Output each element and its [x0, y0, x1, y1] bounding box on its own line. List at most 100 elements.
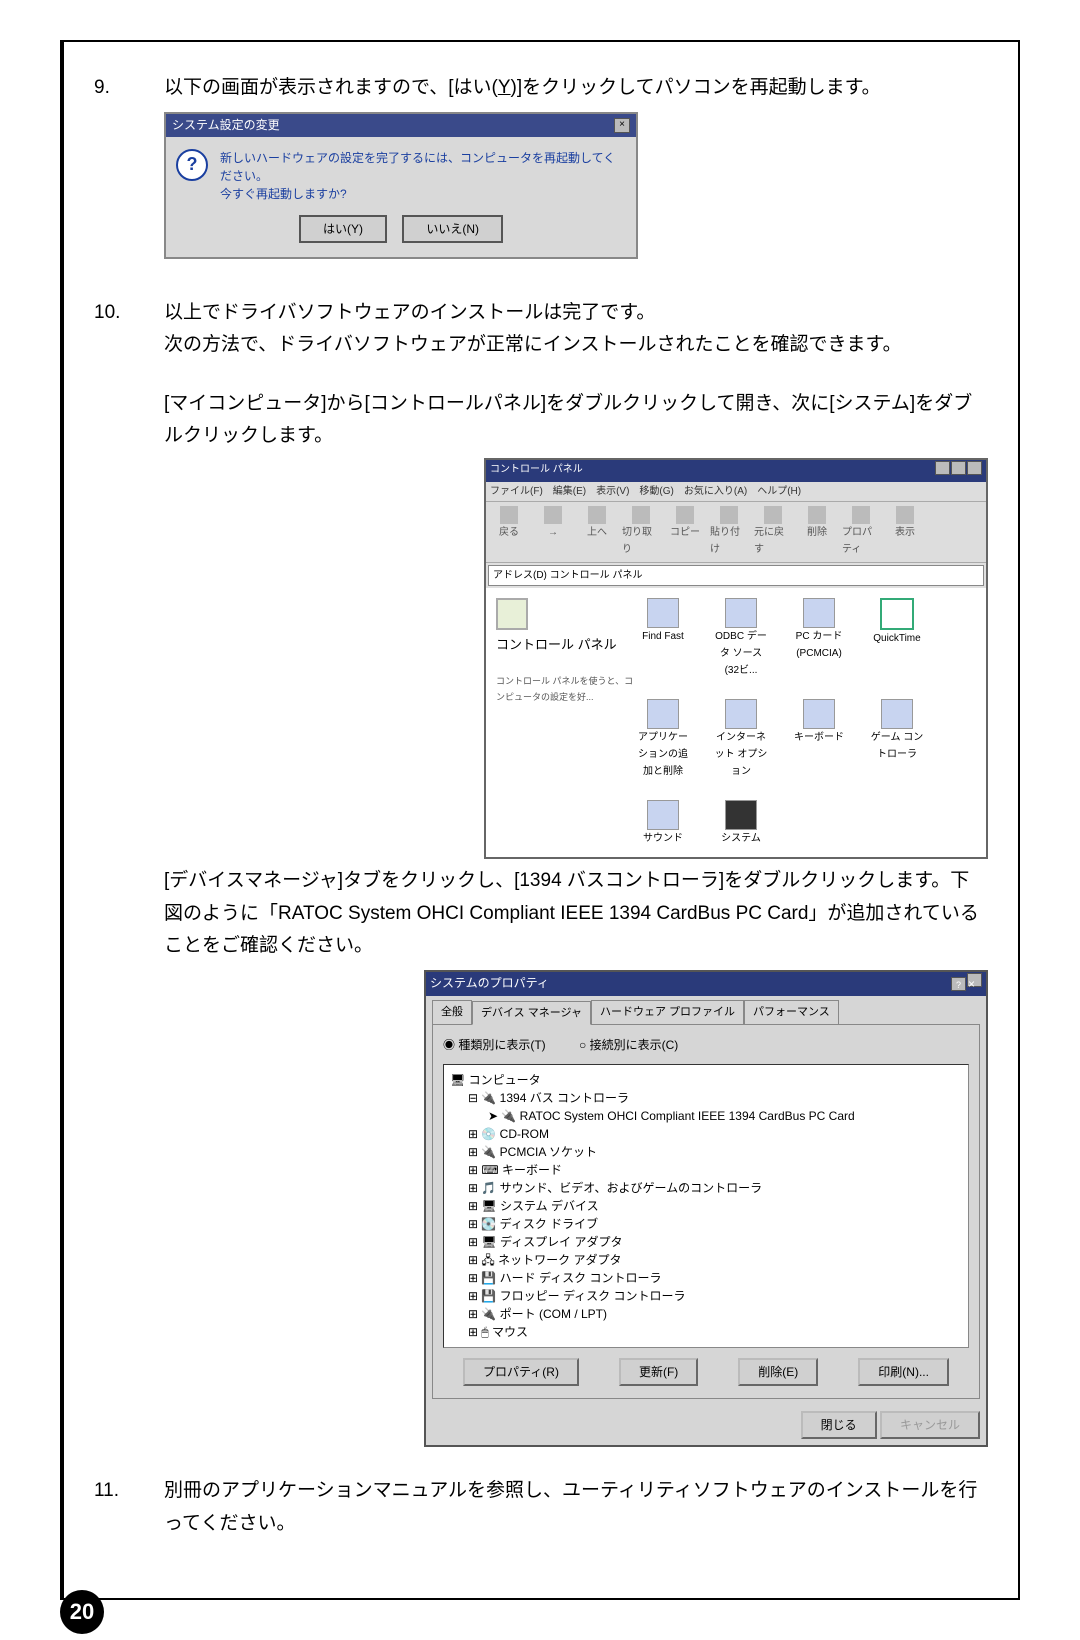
no-button-label: いいえ(N) [426, 222, 479, 236]
properties-button[interactable]: プロパティ(R) [463, 1358, 579, 1386]
cp-item-inet[interactable]: インターネット オプション [714, 699, 768, 780]
tree-item[interactable]: ⊞ 🖱 マウス [450, 1323, 962, 1341]
cp-item-odbc[interactable]: ODBC データ ソース (32ビ... [714, 598, 768, 679]
restart-msg-line1: 新しいハードウェアの設定を完了するには、コンピュータを再起動してください。 [220, 149, 626, 185]
tree-1394-bus[interactable]: ⊟ 🔌 1394 バス コントローラ [450, 1089, 962, 1107]
cp-item-findfast[interactable]: Find Fast [636, 598, 690, 679]
tree-item[interactable]: ⊞ 💽 ディスク ドライブ [450, 1215, 962, 1233]
step-9: 9. 以下の画面が表示されますので、[はい(Y)]をクリックしてパソコンを再起動… [84, 72, 988, 269]
properties-icon [852, 506, 870, 524]
back-icon [500, 506, 518, 524]
sp-window-buttons[interactable]: ?× [950, 973, 982, 994]
tree-item[interactable]: ⊞ 🖥 ディスプレイ アダプタ [450, 1233, 962, 1251]
cp-window-buttons[interactable] [934, 461, 982, 481]
cp-item-system[interactable]: システム [714, 800, 768, 847]
cp-tool-fwd[interactable]: → [534, 506, 572, 558]
copy-icon [676, 506, 694, 524]
tree-item[interactable]: ⊞ 💾 ハード ディスク コントローラ [450, 1269, 962, 1287]
step-10-p1: 以上でドライバソフトウェアのインストールは完了です。 [164, 297, 988, 329]
tree-item-label: ディスプレイ アダプタ [500, 1235, 623, 1249]
cp-item-label: Find Fast [642, 628, 684, 645]
cp-tool-paste[interactable]: 貼り付け [710, 506, 748, 558]
tree-root[interactable]: 🖥 コンピュータ [450, 1071, 962, 1089]
cp-left-sub: コントロール パネルを使うと、コンピュータの設定を好... [496, 674, 636, 705]
close-button[interactable]: 閉じる [801, 1411, 877, 1439]
tree-item-label: PCMCIA ソケット [500, 1145, 597, 1159]
cp-tool-view[interactable]: 表示 [886, 506, 924, 558]
restart-dialog: システム設定の変更 × ? 新しいハードウェアの設定を完了するには、コンピュータ… [164, 112, 638, 259]
tab-hw-profile[interactable]: ハードウェア プロファイル [591, 1000, 744, 1025]
tool-label: 表示 [895, 524, 915, 541]
cp-item-kbd[interactable]: キーボード [792, 699, 846, 780]
restart-msg-line2: 今すぐ再起動しますか? [220, 185, 626, 203]
tree-ratoc-card[interactable]: ➤ 🔌 RATOC System OHCI Compliant IEEE 139… [450, 1107, 962, 1125]
cp-tool-back[interactable]: 戻る [490, 506, 528, 558]
close-icon[interactable]: × [614, 118, 630, 133]
tree-item-label: CD-ROM [500, 1127, 549, 1141]
step-11-number: 11. [84, 1475, 164, 1540]
cp-tool-copy[interactable]: コピー [666, 506, 704, 558]
tree-device-label: RATOC System OHCI Compliant IEEE 1394 Ca… [520, 1109, 855, 1123]
sp-buttons: プロパティ(R) 更新(F) 削除(E) 印刷(N)... [443, 1348, 969, 1388]
up-icon [588, 506, 606, 524]
tool-label: 削除 [807, 524, 827, 541]
odbc-icon [725, 598, 757, 628]
sound-icon [647, 800, 679, 830]
forward-icon [544, 506, 562, 524]
cp-item-label: QuickTime [873, 630, 920, 647]
tab-general[interactable]: 全般 [432, 1000, 472, 1025]
step-10-p3: [マイコンピュータ]から[コントロールパネル]をダブルクリックして開き、次に[シ… [164, 388, 988, 453]
tree-item[interactable]: ⊞ 🔌 PCMCIA ソケット [450, 1143, 962, 1161]
tree-item-label: ハード ディスク コントローラ [500, 1271, 662, 1285]
restart-dialog-buttons: はい(Y) いいえ(N) [166, 209, 636, 257]
yes-button[interactable]: はい(Y) [299, 215, 387, 243]
cp-tool-cut[interactable]: 切り取り [622, 506, 660, 558]
cp-title-text: コントロール パネル [490, 461, 583, 481]
device-tree[interactable]: 🖥 コンピュータ ⊟ 🔌 1394 バス コントローラ ➤ 🔌 RATOC Sy… [443, 1064, 969, 1348]
yes-button-label: はい(Y) [323, 222, 363, 236]
gamectrl-icon [881, 699, 913, 729]
cp-tool-del[interactable]: 削除 [798, 506, 836, 558]
print-button[interactable]: 印刷(N)... [858, 1358, 949, 1386]
sp-titlebar: システムのプロパティ ?× [426, 972, 986, 995]
cp-item-qt[interactable]: QuickTime [870, 598, 924, 679]
control-panel-window: コントロール パネル ファイル(F) 編集(E) 表示(V) 移動(G) お気に… [484, 458, 988, 859]
tab-device-manager[interactable]: デバイス マネージャ [472, 1001, 591, 1026]
tree-item[interactable]: ⊞ 🎵 サウンド、ビデオ、およびゲームのコントローラ [450, 1179, 962, 1197]
tree-item[interactable]: ⊞ 🖧 ネットワーク アダプタ [450, 1251, 962, 1269]
tree-item[interactable]: ⊞ 🖥 システム デバイス [450, 1197, 962, 1215]
cp-item-pccard[interactable]: PC カード (PCMCIA) [792, 598, 846, 679]
cp-item-sound[interactable]: サウンド [636, 800, 690, 847]
restart-dialog-message: 新しいハードウェアの設定を完了するには、コンピュータを再起動してください。 今す… [220, 149, 626, 203]
refresh-button[interactable]: 更新(F) [619, 1358, 698, 1386]
cp-item-addrem[interactable]: アプリケーションの追加と削除 [636, 699, 690, 780]
tree-bus-label: 1394 バス コントローラ [500, 1091, 629, 1105]
cp-body: コントロール パネル コントロール パネルを使うと、コンピュータの設定を好...… [486, 588, 986, 857]
tree-root-label: コンピュータ [469, 1073, 541, 1087]
tab-performance[interactable]: パフォーマンス [744, 1000, 839, 1025]
cp-tool-up[interactable]: 上へ [578, 506, 616, 558]
radio-by-type[interactable]: ◉ 種類別に表示(T) [443, 1038, 546, 1052]
remove-button[interactable]: 削除(E) [738, 1358, 818, 1386]
step-10-p2: 次の方法で、ドライバソフトウェアが正常にインストールされたことを確認できます。 [164, 329, 988, 361]
cancel-button[interactable]: キャンセル [880, 1411, 980, 1439]
step-11: 11. 別冊のアプリケーションマニュアルを参照し、ユーティリティソフトウェアのイ… [84, 1475, 988, 1540]
radio-by-conn[interactable]: ○ 接続別に表示(C) [579, 1038, 678, 1052]
tree-item-label: ディスク ドライブ [500, 1217, 599, 1231]
cp-tool-undo[interactable]: 元に戻す [754, 506, 792, 558]
step-9-number: 9. [84, 72, 164, 269]
cp-item-game[interactable]: ゲーム コントローラ [870, 699, 924, 780]
tree-item-label: マウス [492, 1325, 528, 1339]
sp-footer: 閉じる キャンセル [426, 1405, 986, 1445]
cp-item-label: インターネット オプション [714, 729, 768, 780]
cp-menubar[interactable]: ファイル(F) 編集(E) 表示(V) 移動(G) お気に入り(A) ヘルプ(H… [486, 482, 986, 501]
tree-item[interactable]: ⊞ 💿 CD-ROM [450, 1125, 962, 1143]
no-button[interactable]: いいえ(N) [402, 215, 503, 243]
tree-item[interactable]: ⊞ ⌨ キーボード [450, 1161, 962, 1179]
cp-tool-prop[interactable]: プロパティ [842, 506, 880, 558]
cp-addressbar[interactable]: アドレス(D) コントロール パネル [488, 565, 984, 586]
question-icon: ? [176, 149, 208, 181]
cp-icons-grid: Find Fast ODBC データ ソース (32ビ... PC カード (P… [636, 598, 976, 847]
tree-item[interactable]: ⊞ 💾 フロッピー ディスク コントローラ [450, 1287, 962, 1305]
tree-item[interactable]: ⊞ 🔌 ポート (COM / LPT) [450, 1305, 962, 1323]
